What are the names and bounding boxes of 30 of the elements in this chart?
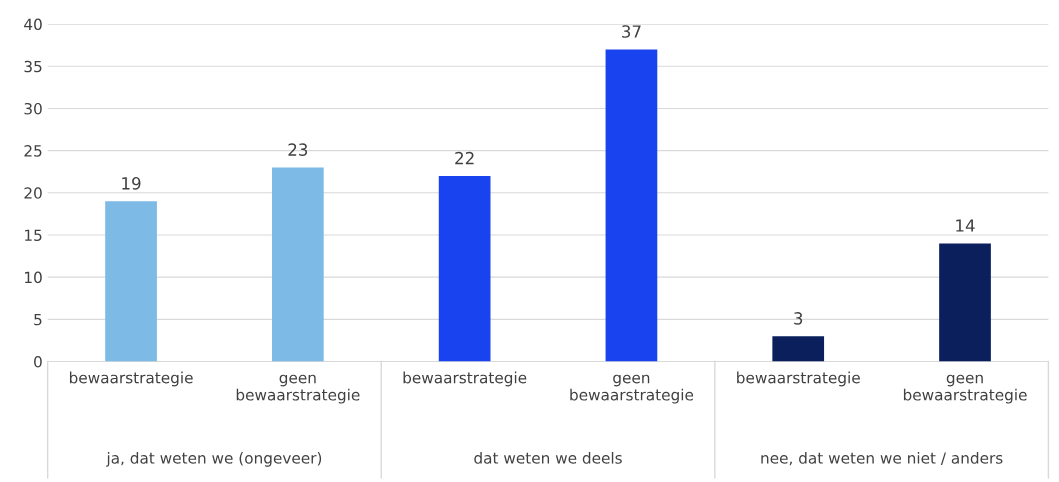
y-tick-label: 5 <box>34 313 42 326</box>
y-tick-label: 20 <box>24 187 42 199</box>
y-tick-label: 40 <box>24 18 42 31</box>
bar <box>772 336 825 362</box>
bar <box>605 49 658 362</box>
bar <box>271 167 324 362</box>
data-label: 23 <box>288 143 308 156</box>
data-label: 3 <box>794 312 803 325</box>
x-tick-label: bewaarstrategie <box>403 371 527 387</box>
text: dat weten we deels <box>474 451 622 464</box>
data-label: 14 <box>956 219 975 232</box>
data-label: 22 <box>455 151 474 165</box>
y-tick-label: 10 <box>25 271 42 284</box>
y-tick-label: 0 <box>34 355 42 368</box>
bar <box>438 175 491 362</box>
text: ja, dat weten we (ongeveer) <box>106 451 322 467</box>
text: nee, dat weten we niet / anders <box>761 451 1003 466</box>
y-tick-label: 15 <box>25 229 42 241</box>
bar <box>105 201 157 362</box>
y-tick-label: 30 <box>24 102 42 115</box>
x-tick-label: geen bewaarstrategie <box>570 374 694 404</box>
x-tick-label: geen bewaarstrategie <box>903 374 1027 404</box>
x-tick-label: bewaarstrategie <box>737 371 860 387</box>
y-tick-label: 35 <box>24 60 42 73</box>
x-tick-label: geen bewaarstrategie <box>236 374 360 404</box>
x-tick-label: bewaarstrategie <box>69 371 193 387</box>
y-tick-label: 25 <box>24 145 42 157</box>
bar <box>939 243 991 362</box>
data-label: 37 <box>622 25 641 38</box>
data-label: 19 <box>122 177 141 190</box>
